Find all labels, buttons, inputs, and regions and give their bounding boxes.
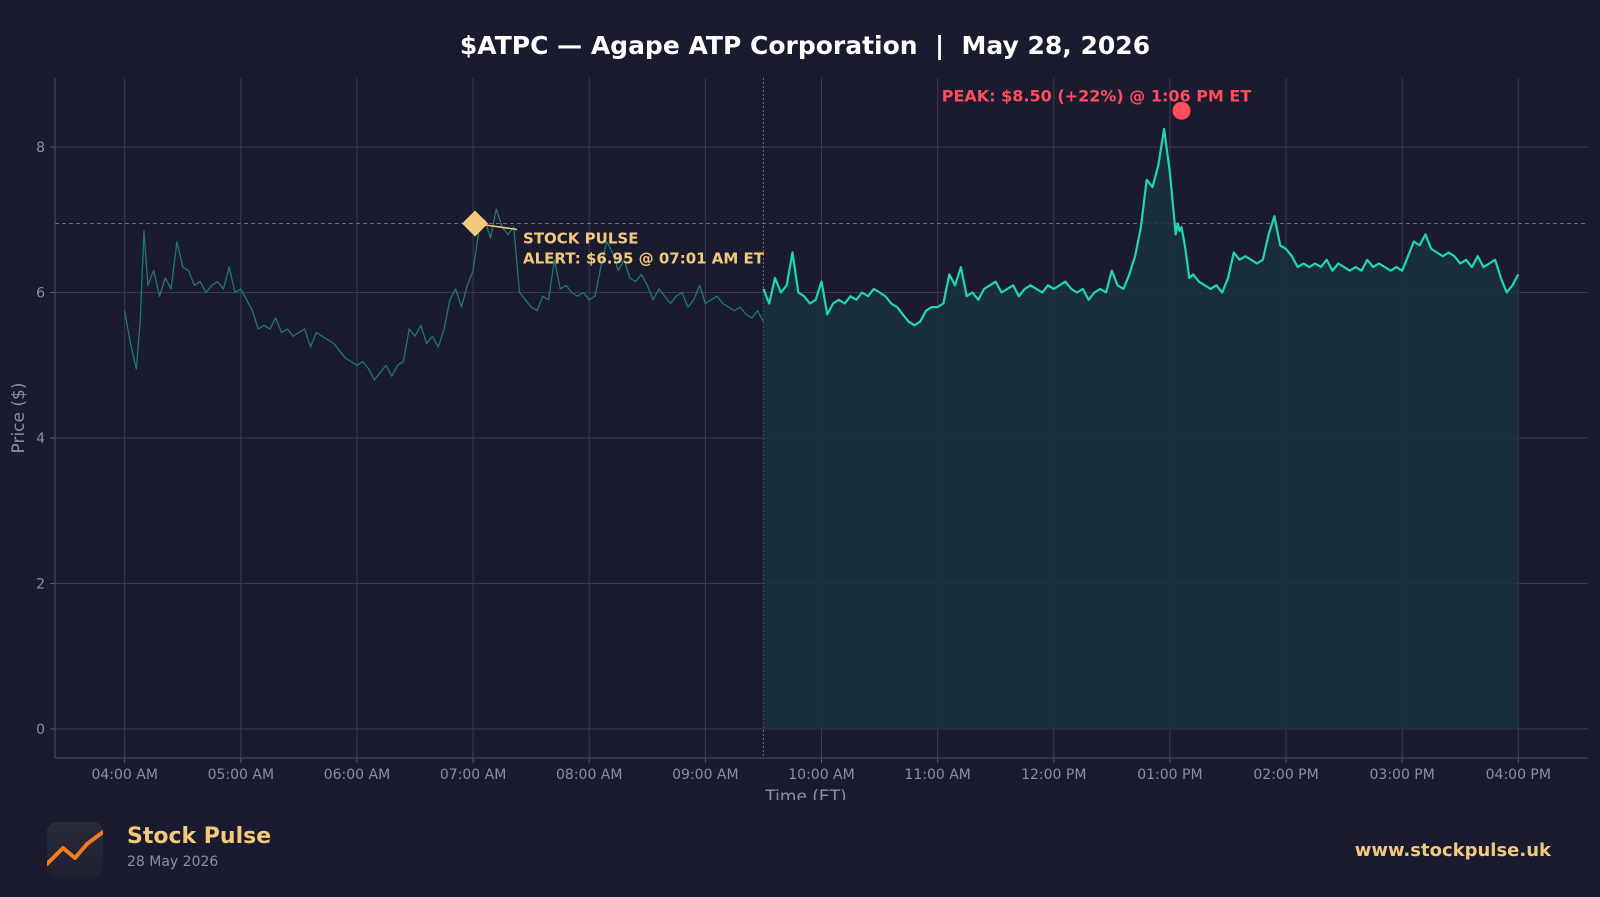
x-axis-label: Time (ET) bbox=[764, 787, 846, 800]
x-tick-label: 10:00 AM bbox=[788, 767, 854, 783]
y-tick-label: 2 bbox=[36, 576, 45, 592]
x-tick-label: 07:00 AM bbox=[440, 767, 506, 783]
x-tick-label: 05:00 AM bbox=[208, 767, 274, 783]
x-tick-label: 11:00 AM bbox=[904, 767, 970, 783]
premarket-line bbox=[124, 208, 764, 381]
footer: Stock Pulse 28 May 2026 www.stockpulse.u… bbox=[0, 800, 1600, 897]
regular-session-line bbox=[762, 127, 1520, 327]
price-chart: $ATPC — Agape ATP Corporation | May 28, … bbox=[9, 31, 1588, 800]
x-tick-label: 03:00 PM bbox=[1370, 767, 1435, 783]
y-tick-label: 4 bbox=[36, 431, 45, 447]
x-tick-label: 04:00 AM bbox=[91, 767, 157, 783]
price-series bbox=[124, 127, 1520, 729]
y-tick-label: 8 bbox=[36, 140, 45, 156]
chart-title: $ATPC — Agape ATP Corporation | May 28, … bbox=[460, 31, 1150, 60]
peak-marker bbox=[1172, 101, 1191, 120]
peak-label: PEAK: $8.50 (+22%) @ 1:06 PM ET bbox=[942, 87, 1252, 106]
y-tick-label: 6 bbox=[36, 286, 45, 302]
axes: 0 2 4 6 8 04:00 AM 05:00 AM 06:00 AM 07:00 AM 08:… bbox=[36, 78, 1588, 783]
website-link[interactable]: www.stockpulse.uk bbox=[1354, 840, 1551, 861]
x-tick-label: 12:00 PM bbox=[1021, 767, 1086, 783]
trend-line-icon bbox=[47, 830, 103, 866]
x-tick-label: 09:00 AM bbox=[672, 767, 738, 783]
x-tick-label: 02:00 PM bbox=[1253, 767, 1318, 783]
y-axis-label: Price ($) bbox=[9, 383, 29, 454]
regular-session-area bbox=[763, 128, 1519, 729]
y-tick-label: 0 bbox=[36, 722, 45, 738]
annotations: STOCK PULSE ALERT: $6.95 @ 07:01 AM ET PEA… bbox=[462, 87, 1252, 267]
x-tick-label: 04:00 PM bbox=[1486, 767, 1551, 783]
alert-marker bbox=[462, 210, 489, 237]
brand-name: Stock Pulse bbox=[127, 824, 272, 849]
brand-date: 28 May 2026 bbox=[127, 854, 219, 870]
alert-label-line1: STOCK PULSE bbox=[523, 229, 638, 247]
x-tick-label: 01:00 PM bbox=[1137, 767, 1202, 783]
x-tick-label: 08:00 AM bbox=[556, 767, 622, 783]
stock-pulse-logo bbox=[47, 822, 103, 878]
x-tick-label: 06:00 AM bbox=[324, 767, 390, 783]
alert-label-line2: ALERT: $6.95 @ 07:01 AM ET bbox=[523, 249, 765, 267]
